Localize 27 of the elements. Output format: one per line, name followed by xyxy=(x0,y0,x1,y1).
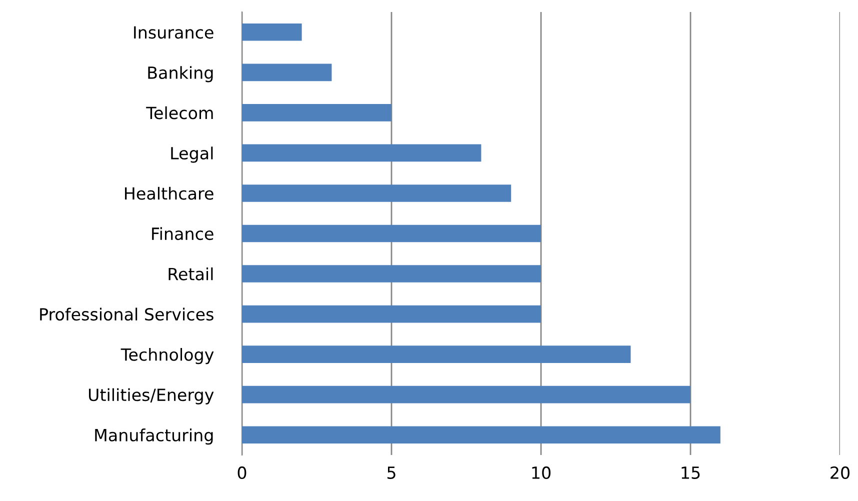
y-tick-label: Banking xyxy=(148,66,213,82)
x-tick-label: 0 xyxy=(238,466,246,480)
y-tick-label: Utilities/Energy xyxy=(88,388,214,404)
y-tick-label: Telecom xyxy=(146,106,213,120)
y-tick-label: Manufacturing xyxy=(95,428,213,445)
y-tick-label: Legal xyxy=(171,146,213,163)
bar xyxy=(242,224,541,242)
x-tick-label: 20 xyxy=(830,466,850,480)
bar xyxy=(242,144,482,162)
y-tick-label: Insurance xyxy=(134,26,214,39)
bar xyxy=(242,64,332,82)
x-tick-label: 5 xyxy=(387,466,396,480)
y-tick-label: Professional Services xyxy=(40,308,214,321)
x-tick-label: 15 xyxy=(682,466,700,480)
bar xyxy=(242,265,541,282)
bar xyxy=(242,386,690,404)
y-tick-label: Technology xyxy=(120,348,214,364)
y-tick-label: Healthcare xyxy=(125,186,214,200)
bar xyxy=(242,346,631,363)
bar xyxy=(242,23,302,41)
x-tick-label: 10 xyxy=(532,466,550,480)
bar xyxy=(242,184,512,202)
bar xyxy=(242,426,720,444)
y-tick-label: Finance xyxy=(152,227,214,240)
bar xyxy=(242,305,541,323)
y-tick-label: Retail xyxy=(168,267,213,280)
bar xyxy=(242,104,392,122)
